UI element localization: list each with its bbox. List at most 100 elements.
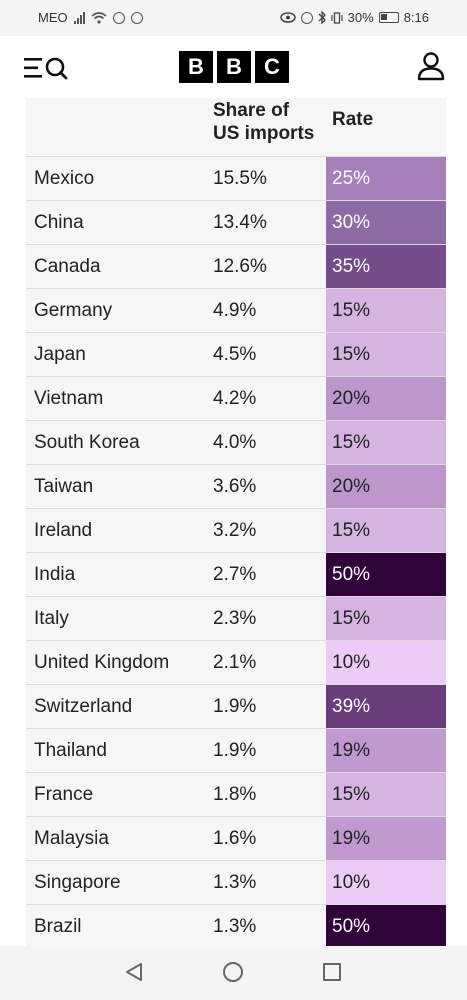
rate-cell: 50%	[326, 905, 446, 946]
rate-cell: 15%	[326, 597, 446, 640]
table-row: Singapore 1.3% 10%	[26, 860, 446, 904]
table-row: Japan 4.5% 15%	[26, 332, 446, 376]
country-cell: India	[34, 564, 76, 585]
country-cell: Vietnam	[34, 388, 104, 409]
back-icon[interactable]	[124, 962, 144, 982]
table-row: Switzerland 1.9% 39%	[26, 684, 446, 728]
share-cell: 2.1%	[213, 652, 257, 673]
eye-icon	[279, 12, 296, 23]
share-cell: 1.9%	[213, 740, 257, 761]
table-row: Ireland 3.2% 15%	[26, 508, 446, 552]
rate-cell: 20%	[326, 465, 446, 508]
system-nav-bar	[0, 946, 467, 1000]
country-cell: Malaysia	[34, 828, 109, 849]
country-cell: Singapore	[34, 872, 121, 893]
article-content: Share of US imports Rate Mexico 15.5% 25% C…	[0, 98, 467, 946]
table-row: Italy 2.3% 15%	[26, 596, 446, 640]
rate-cell: 30%	[326, 201, 446, 244]
logo-letter-3: C	[255, 51, 289, 83]
rate-cell: 15%	[326, 421, 446, 464]
bluetooth-icon	[318, 11, 326, 24]
share-cell: 1.8%	[213, 784, 257, 805]
country-cell: Ireland	[34, 520, 93, 541]
table-row: South Korea 4.0% 15%	[26, 420, 446, 464]
signal-icon	[73, 11, 85, 24]
share-cell: 1.3%	[213, 916, 257, 937]
recents-icon[interactable]	[323, 963, 341, 981]
share-cell: 3.6%	[213, 476, 257, 497]
table-row: Mexico 15.5% 25%	[26, 156, 446, 200]
rate-cell: 19%	[326, 729, 446, 772]
table-row: France 1.8% 15%	[26, 772, 446, 816]
site-header: B B C	[0, 36, 467, 99]
rate-cell: 39%	[326, 685, 446, 728]
country-cell: Thailand	[34, 740, 107, 761]
menu-search-button[interactable]	[24, 56, 76, 80]
bbc-logo[interactable]: B B C	[179, 51, 289, 83]
header-rate: Rate	[332, 109, 374, 130]
logo-letter-2: B	[217, 51, 251, 83]
alarm-icon	[300, 11, 313, 24]
header-share-line1: Share of	[213, 100, 290, 121]
rate-cell: 10%	[326, 641, 446, 684]
share-cell: 4.9%	[213, 300, 257, 321]
country-cell: France	[34, 784, 94, 805]
rate-cell: 10%	[326, 861, 446, 904]
clock: 8:16	[403, 10, 429, 25]
table-row: United Kingdom 2.1% 10%	[26, 640, 446, 684]
share-cell: 15.5%	[213, 168, 267, 189]
table-body: Mexico 15.5% 25% China 13.4% 30% Canada 12.6% 35…	[26, 156, 446, 946]
table-row: Malaysia 1.6% 19%	[26, 816, 446, 860]
country-cell: Japan	[34, 344, 86, 365]
share-cell: 1.9%	[213, 696, 257, 717]
rate-cell: 15%	[326, 289, 446, 332]
battery-percent: 30%	[347, 10, 374, 25]
header-share: Share of US imports	[213, 99, 314, 145]
logo-letter-1: B	[179, 51, 213, 83]
rate-cell: 35%	[326, 245, 446, 288]
country-cell: Canada	[34, 256, 101, 277]
share-cell: 4.0%	[213, 432, 257, 453]
menu-icon	[24, 58, 42, 78]
rate-cell: 15%	[326, 773, 446, 816]
status-left: MEO	[38, 10, 143, 25]
share-cell: 4.2%	[213, 388, 257, 409]
table-row: Thailand 1.9% 19%	[26, 728, 446, 772]
home-icon[interactable]	[223, 962, 243, 982]
country-cell: Switzerland	[34, 696, 133, 717]
rate-cell: 19%	[326, 817, 446, 860]
table-row: Brazil 1.3% 50%	[26, 904, 446, 946]
table-row: Taiwan 3.6% 20%	[26, 464, 446, 508]
share-cell: 1.3%	[213, 872, 257, 893]
table-row: China 13.4% 30%	[26, 200, 446, 244]
tariff-table: Share of US imports Rate Mexico 15.5% 25% C…	[26, 98, 446, 946]
header-share-line2: US imports	[213, 123, 315, 144]
table-row: Canada 12.6% 35%	[26, 244, 446, 288]
rate-cell: 25%	[326, 157, 446, 200]
country-cell: United Kingdom	[34, 652, 170, 673]
search-icon	[45, 57, 68, 80]
country-cell: Taiwan	[34, 476, 94, 497]
wifi-icon	[91, 11, 107, 24]
rate-cell: 15%	[326, 509, 446, 552]
table-header: Share of US imports Rate	[26, 98, 446, 156]
country-cell: Italy	[34, 608, 69, 629]
rate-cell: 50%	[326, 553, 446, 596]
status-bar: MEO 30% 8:16	[0, 0, 467, 36]
sync-icon	[130, 11, 143, 24]
table-row: Germany 4.9% 15%	[26, 288, 446, 332]
share-cell: 2.3%	[213, 608, 257, 629]
share-cell: 2.7%	[213, 564, 257, 585]
table-row: Vietnam 4.2% 20%	[26, 376, 446, 420]
share-cell: 3.2%	[213, 520, 257, 541]
account-icon[interactable]	[417, 51, 445, 81]
share-cell: 13.4%	[213, 212, 267, 233]
status-right: 30% 8:16	[279, 10, 429, 25]
country-cell: Mexico	[34, 168, 95, 189]
vibrate-icon	[331, 11, 343, 24]
rate-cell: 20%	[326, 377, 446, 420]
country-cell: Brazil	[34, 916, 82, 937]
country-cell: Germany	[34, 300, 113, 321]
battery-icon	[378, 12, 399, 23]
rate-cell: 15%	[326, 333, 446, 376]
